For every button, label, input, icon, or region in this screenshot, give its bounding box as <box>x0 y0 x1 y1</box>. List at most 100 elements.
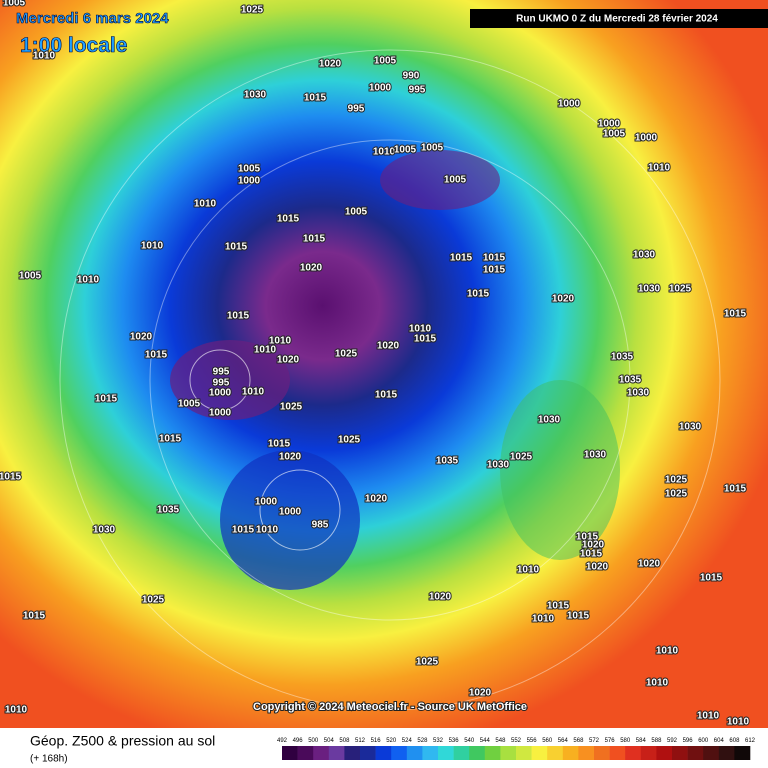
isobar-label: 1015 <box>159 434 182 445</box>
isobar <box>149 139 631 621</box>
scale-label: 608 <box>729 738 740 744</box>
scale-label: 520 <box>386 738 397 744</box>
scale-cell <box>375 746 392 760</box>
isobar-label: 1005 <box>394 145 417 156</box>
isobar-label: 1005 <box>19 271 42 282</box>
isobar-label: 1030 <box>638 284 661 295</box>
scale-cell <box>406 746 423 760</box>
isobar-label: 995 <box>213 367 230 378</box>
scale-label: 496 <box>293 738 304 744</box>
isobar-label: 1030 <box>627 388 650 399</box>
isobar-label: 1015 <box>145 350 168 361</box>
scale-cell <box>313 746 330 760</box>
isobar-label: 1020 <box>130 332 153 343</box>
isobar-label: 1025 <box>280 402 303 413</box>
isobar-label: 990 <box>403 71 420 82</box>
isobar-label: 1020 <box>552 294 575 305</box>
scale-label: 600 <box>698 738 709 744</box>
isobar <box>59 49 721 711</box>
isobar-label: 1015 <box>467 289 490 300</box>
scale-cell <box>625 746 642 760</box>
isobar-label: 1010 <box>656 646 679 657</box>
isobar-label: 1020 <box>469 688 492 699</box>
isobar-label: 1015 <box>23 611 46 622</box>
isobar-label: 1025 <box>665 475 688 486</box>
isobar-label: 1035 <box>611 352 634 363</box>
scale-label: 524 <box>402 738 413 744</box>
scale-cell <box>640 746 657 760</box>
low-region <box>380 150 500 210</box>
scale-label: 528 <box>417 738 428 744</box>
scale-label: 512 <box>355 738 366 744</box>
scale-label: 540 <box>464 738 475 744</box>
isobar-label: 995 <box>348 104 365 115</box>
isobar-label: 1015 <box>483 253 506 264</box>
low-region <box>220 450 360 590</box>
isobar-label: 1015 <box>724 484 747 495</box>
isobar-label: 1015 <box>576 532 599 543</box>
scale-cell <box>391 746 408 760</box>
scale-cell <box>422 746 439 760</box>
isobar-label: 1010 <box>242 387 265 398</box>
scale-cell <box>516 746 532 760</box>
local-time: 1:00 locale <box>20 34 127 57</box>
isobar-label: 1025 <box>335 349 358 360</box>
scale-cell <box>734 746 751 760</box>
scale-cell <box>562 746 579 760</box>
scale-cell <box>282 746 298 760</box>
isobar-label: 1030 <box>633 250 656 261</box>
scale-label: 500 <box>308 738 319 744</box>
isobar-label: 1000 <box>558 99 581 110</box>
isobar-label: 1020 <box>279 452 302 463</box>
scale-label: 544 <box>480 738 491 744</box>
isobar-label: 1020 <box>300 263 323 274</box>
date: Mercredi 6 mars 2024 <box>16 10 169 27</box>
scale-label: 568 <box>573 738 584 744</box>
isobar-label: 1010 <box>77 275 100 286</box>
isobar-label: 1025 <box>241 5 264 16</box>
isobar-label: 1015 <box>227 311 250 322</box>
isobar-label: 1015 <box>0 472 22 483</box>
isobar-label: 1025 <box>338 435 361 446</box>
isobar-label: 1000 <box>209 408 232 419</box>
isobar-label: 1030 <box>538 415 561 426</box>
isobar-label: 1005 <box>444 175 467 186</box>
isobar-label: 1005 <box>374 56 397 67</box>
scale-cell <box>594 746 610 760</box>
scale-cell <box>360 746 376 760</box>
scale-cell <box>438 746 454 760</box>
isobar-label: 1015 <box>268 439 291 450</box>
isobar-label: 1000 <box>369 83 392 94</box>
isobar-label: 1000 <box>598 119 621 130</box>
isobar-label: 1015 <box>580 549 603 560</box>
isobar-label: 1010 <box>194 199 217 210</box>
isobar-label: 1030 <box>244 90 267 101</box>
isobar-label: 1035 <box>619 375 642 386</box>
scale-label: 504 <box>324 738 335 744</box>
isobar-label: 1005 <box>421 143 444 154</box>
isobar-label: 1010 <box>256 525 279 536</box>
run-info: Run UKMO 0 Z du Mercredi 28 février 2024 <box>516 14 718 25</box>
isobar-label: 1020 <box>365 494 388 505</box>
scale-label: 588 <box>651 738 662 744</box>
isobar-label: 1015 <box>700 573 723 584</box>
isobar-label: 1015 <box>225 242 248 253</box>
isobar-label: 1020 <box>586 562 609 573</box>
isobar-label: 1010 <box>33 51 56 62</box>
scale-cell <box>609 746 626 760</box>
isobar-label: 1010 <box>648 163 671 174</box>
scale-cell <box>453 746 470 760</box>
scale-label: 556 <box>527 738 538 744</box>
isobar-label: 995 <box>213 378 230 389</box>
isobar-label: 1020 <box>582 540 605 551</box>
isobar-label: 1015 <box>95 394 118 405</box>
scale-cell <box>718 746 735 760</box>
scale-cell <box>687 746 704 760</box>
scale-cell <box>531 746 548 760</box>
isobar-label: 1010 <box>532 614 555 625</box>
isobar-label: 1000 <box>238 176 261 187</box>
isobar-label: 1005 <box>345 207 368 218</box>
isobar-label: 1010 <box>727 717 750 728</box>
isobar-label: 995 <box>409 85 426 96</box>
scale-label: 584 <box>636 738 647 744</box>
